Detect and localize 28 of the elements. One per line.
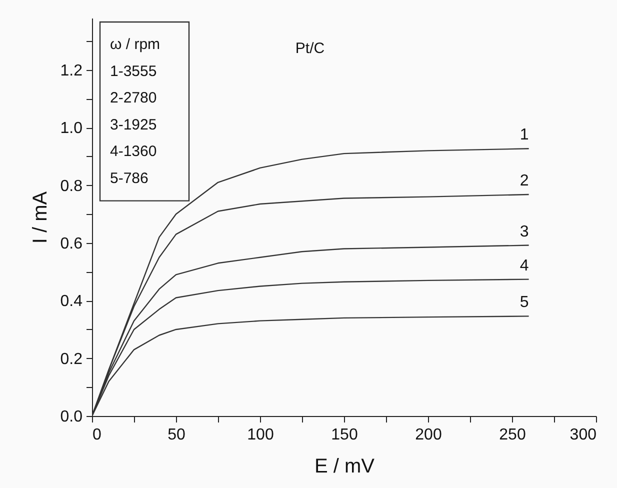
series-label: 5 bbox=[520, 294, 529, 312]
x-tick-label: 300 bbox=[570, 426, 597, 444]
y-tick-label: 0.8 bbox=[60, 178, 83, 195]
x-tick-label: 150 bbox=[331, 426, 358, 444]
annotation: 4-1360 bbox=[110, 143, 157, 160]
y-tick-label: 1.2 bbox=[60, 62, 83, 80]
y-tick-label: 0.4 bbox=[60, 293, 83, 310]
x-tick-label: 100 bbox=[247, 426, 274, 444]
y-axis-title: I / mA bbox=[29, 190, 52, 244]
y-tick-label: 0.6 bbox=[60, 235, 83, 252]
series-label: 4 bbox=[520, 257, 529, 274]
series-label: 3 bbox=[520, 223, 529, 240]
x-tick-label: 0 bbox=[92, 426, 102, 444]
annotation: ω / rpm bbox=[110, 36, 160, 53]
series-label: 2 bbox=[520, 172, 529, 190]
x-tick-label: 200 bbox=[415, 426, 442, 444]
x-tick-label: 250 bbox=[499, 426, 526, 444]
x-tick-label: 50 bbox=[168, 426, 186, 444]
y-tick-label: 0.2 bbox=[60, 350, 83, 368]
y-tick-label: 1.0 bbox=[60, 120, 83, 138]
annotation: 2-2780 bbox=[110, 90, 157, 107]
x-axis-title: E / mV bbox=[314, 456, 376, 478]
annotation: 3-1925 bbox=[110, 116, 157, 134]
annotation: 1-3555 bbox=[110, 62, 157, 80]
series-label: 1 bbox=[520, 126, 529, 144]
annotation: 5-786 bbox=[110, 170, 148, 187]
y-tick-label: 0.0 bbox=[60, 408, 83, 426]
annotation: Pt/C bbox=[295, 40, 325, 57]
